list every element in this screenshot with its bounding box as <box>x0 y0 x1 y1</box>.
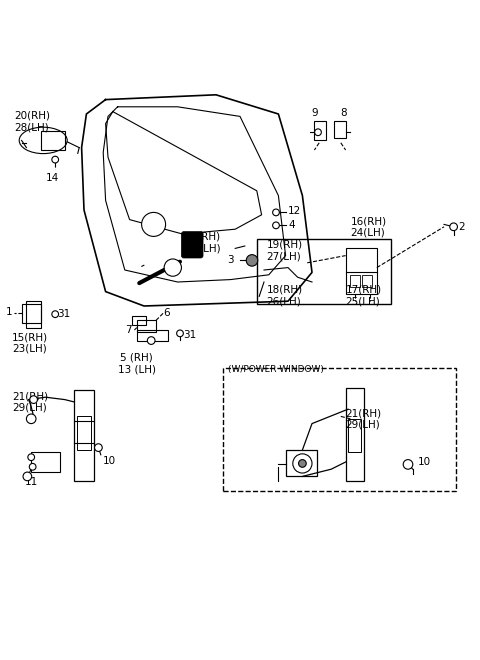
Text: (W/POWER WINDOW): (W/POWER WINDOW) <box>228 365 324 374</box>
Bar <box>314 121 326 141</box>
Text: 7: 7 <box>125 325 132 335</box>
Bar <box>286 450 317 477</box>
Text: 15(RH)
23(LH): 15(RH) 23(LH) <box>12 332 48 354</box>
Bar <box>348 419 361 452</box>
Text: 31: 31 <box>183 330 197 340</box>
Circle shape <box>30 396 37 403</box>
Text: 11: 11 <box>24 477 38 487</box>
Bar <box>137 320 156 333</box>
Circle shape <box>142 213 166 236</box>
Bar <box>346 387 364 481</box>
Bar <box>334 121 346 138</box>
Text: 9: 9 <box>311 108 318 118</box>
Text: 12: 12 <box>288 206 301 216</box>
Bar <box>22 304 41 323</box>
Circle shape <box>29 463 36 470</box>
Bar <box>77 416 91 450</box>
FancyBboxPatch shape <box>181 232 203 258</box>
Bar <box>74 390 94 481</box>
Text: 21(RH)
29(LH): 21(RH) 29(LH) <box>346 408 382 430</box>
Bar <box>223 368 456 491</box>
Text: 1: 1 <box>5 308 12 317</box>
Bar <box>41 131 65 150</box>
Text: 31: 31 <box>58 309 71 319</box>
Bar <box>350 275 360 287</box>
Circle shape <box>403 459 413 469</box>
Bar <box>137 330 168 341</box>
Text: 4: 4 <box>288 220 295 230</box>
Text: 5 (RH)
13 (LH): 5 (RH) 13 (LH) <box>118 352 156 374</box>
Circle shape <box>23 472 32 480</box>
Bar <box>346 248 377 294</box>
Text: 3: 3 <box>228 255 234 265</box>
Text: 6: 6 <box>163 308 170 318</box>
Circle shape <box>164 259 181 277</box>
Circle shape <box>52 156 59 163</box>
Circle shape <box>147 337 155 345</box>
Circle shape <box>28 454 35 461</box>
Text: 10: 10 <box>103 456 116 466</box>
Text: 19(RH)
27(LH): 19(RH) 27(LH) <box>266 240 302 261</box>
Circle shape <box>246 255 258 266</box>
Circle shape <box>177 330 183 337</box>
Text: 21(RH)
29(LH): 21(RH) 29(LH) <box>12 391 48 412</box>
Bar <box>31 452 60 472</box>
Text: 14: 14 <box>46 172 60 183</box>
Bar <box>26 301 41 327</box>
Text: 10: 10 <box>418 457 431 467</box>
Circle shape <box>293 454 312 473</box>
Text: 18(RH)
26(LH): 18(RH) 26(LH) <box>266 284 302 306</box>
Text: 2: 2 <box>458 222 465 232</box>
Circle shape <box>450 223 457 230</box>
Circle shape <box>52 311 59 317</box>
Circle shape <box>95 444 102 451</box>
Bar <box>257 239 391 304</box>
Bar <box>362 275 372 287</box>
Bar <box>132 315 146 325</box>
Circle shape <box>273 209 279 216</box>
Circle shape <box>299 459 306 467</box>
Text: 16(RH)
24(LH): 16(RH) 24(LH) <box>350 216 386 238</box>
Text: 8: 8 <box>340 108 347 118</box>
Circle shape <box>273 222 279 229</box>
Text: 20(RH)
28(LH): 20(RH) 28(LH) <box>14 110 50 132</box>
Circle shape <box>26 414 36 424</box>
Circle shape <box>315 129 322 135</box>
Text: 22(RH)
30(LH): 22(RH) 30(LH) <box>185 232 221 253</box>
Text: 17(RH)
25(LH): 17(RH) 25(LH) <box>346 284 382 306</box>
